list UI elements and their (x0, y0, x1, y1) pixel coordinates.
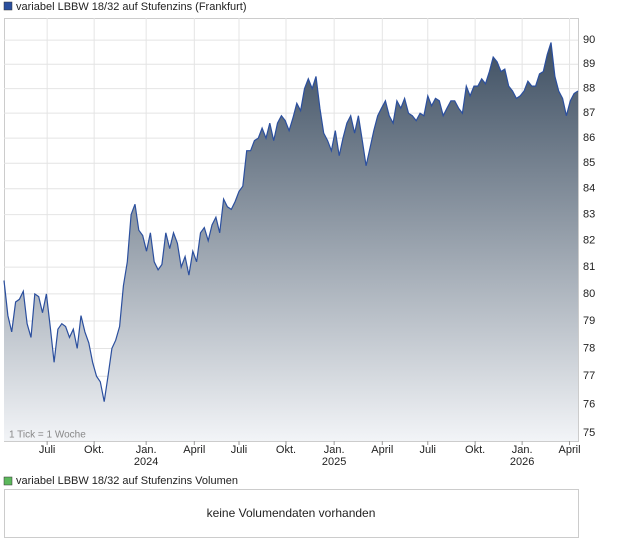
y-tick-label: 90 (583, 34, 595, 46)
x-year-label: 2026 (510, 456, 534, 468)
y-tick-label: 77 (583, 370, 595, 382)
area-fill (4, 42, 578, 441)
x-tick-label: Okt. (276, 444, 296, 456)
y-tick-label: 86 (583, 132, 595, 144)
x-tick-label: Okt. (84, 444, 104, 456)
y-tick-label: 76 (583, 398, 595, 410)
x-tick-label: Juli (39, 444, 56, 456)
y-tick-label: 89 (583, 58, 595, 70)
y-tick-label: 83 (583, 208, 595, 220)
y-tick-label: 80 (583, 288, 595, 300)
y-tick-label: 75 (583, 427, 595, 439)
x-tick-label: Okt. (465, 444, 485, 456)
volume-message: keine Volumendaten vorhanden (207, 506, 376, 520)
x-tick-label: April (371, 444, 393, 456)
y-tick-label: 85 (583, 157, 595, 169)
x-tick-label: April (559, 444, 581, 456)
x-tick-label: Juli (420, 444, 437, 456)
x-year-label: 2025 (322, 456, 346, 468)
y-tick-label: 78 (583, 342, 595, 354)
volume-swatch (3, 476, 13, 486)
x-tick-label: Juli (231, 444, 248, 456)
x-tick-label: Jan. (136, 444, 157, 456)
tick-note: 1 Tick = 1 Woche (9, 430, 86, 441)
y-tick-label: 81 (583, 261, 595, 273)
x-tick-label: Jan. (512, 444, 533, 456)
y-tick-label: 87 (583, 107, 595, 119)
volume-title: variabel LBBW 18/32 auf Stufenzins Volum… (16, 475, 238, 487)
volume-panel (4, 489, 579, 538)
x-tick-label: Jan. (324, 444, 345, 456)
y-tick-label: 88 (583, 82, 595, 94)
legend-swatch (3, 1, 13, 11)
x-tick-label: April (183, 444, 205, 456)
x-year-label: 2024 (134, 456, 158, 468)
y-tick-label: 84 (583, 183, 595, 195)
chart-title: variabel LBBW 18/32 auf Stufenzins (Fran… (16, 1, 247, 13)
y-tick-label: 82 (583, 235, 595, 247)
y-tick-label: 79 (583, 315, 595, 327)
price-line (3, 42, 579, 402)
